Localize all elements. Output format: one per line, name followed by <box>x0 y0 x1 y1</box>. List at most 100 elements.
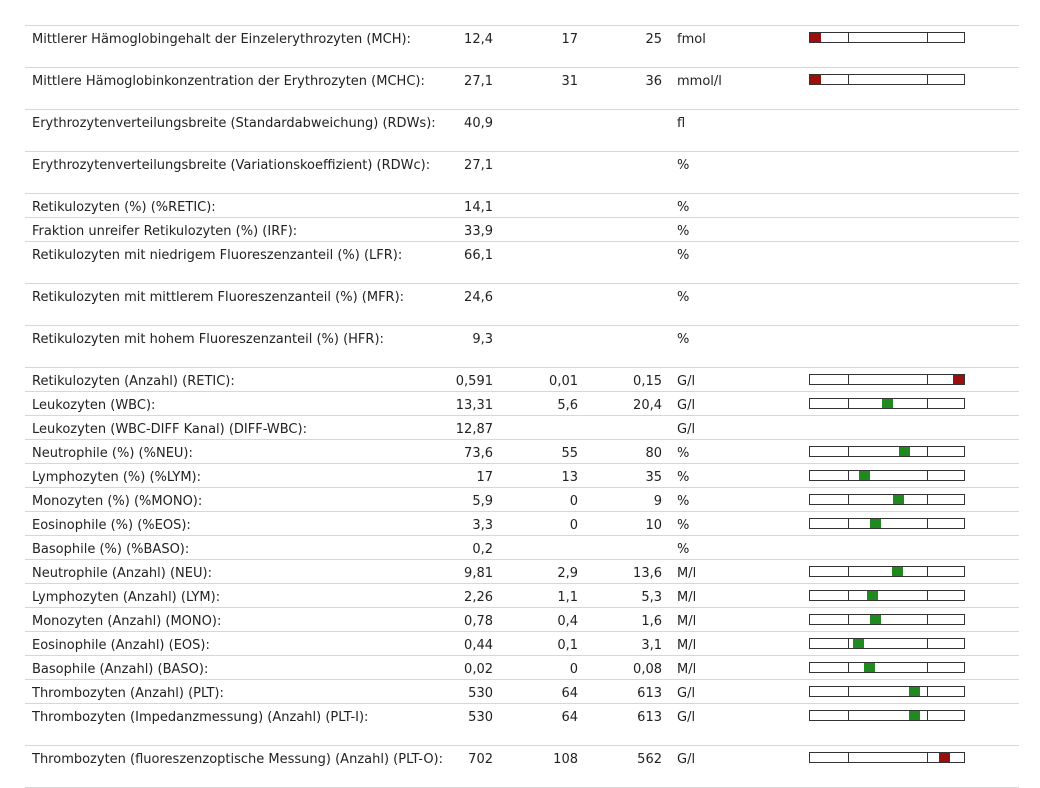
table-row: Basophile (%) (%BASO): 0,2% <box>25 535 1019 559</box>
range-tick <box>927 566 928 577</box>
range-tick <box>848 74 849 85</box>
analyte-name: Fraktion unreifer Retikulozyten (%) (IRF… <box>32 224 298 239</box>
table-row: Erythrozytenverteilungsbreite (Variation… <box>25 151 1019 193</box>
result-value: 17 <box>476 470 493 485</box>
analyte-name: Leukozyten (WBC): <box>32 398 156 413</box>
result-value: 24,6 <box>464 290 493 305</box>
value-marker <box>867 591 878 600</box>
unit: G/l <box>677 398 696 413</box>
value-marker <box>953 375 964 384</box>
analyte-name: Thrombozyten (Impedanzmessung) (Anzahl) … <box>32 710 369 725</box>
unit: fl <box>677 116 686 131</box>
analyte-name: Monozyten (%) (%MONO): <box>32 494 203 509</box>
reference-low: 0,01 <box>549 374 578 389</box>
value-marker <box>853 639 864 648</box>
table-row: Leukozyten (WBC-DIFF Kanal) (DIFF-WBC): 1… <box>25 415 1019 439</box>
range-tick <box>848 32 849 43</box>
unit: % <box>677 518 690 533</box>
analyte-name: Retikulozyten mit mittlerem Fluoreszenza… <box>32 290 405 305</box>
result-value: 0,02 <box>464 662 493 677</box>
unit: M/l <box>677 590 697 605</box>
range-tick <box>927 752 928 763</box>
analyte-name: Mittlere Hämoglobinkonzentration der Ery… <box>32 74 425 89</box>
table-row: Neutrophile (Anzahl) (NEU): 9,81 2,9 13,6 M/… <box>25 559 1019 583</box>
range-indicator-bar <box>809 446 965 457</box>
analyte-name: Basophile (%) (%BASO): <box>32 542 190 557</box>
unit: % <box>677 446 690 461</box>
table-row: Retikulozyten mit mittlerem Fluoreszenza… <box>25 283 1019 325</box>
range-tick <box>848 686 849 697</box>
result-value: 27,1 <box>464 158 493 173</box>
reference-low: 64 <box>561 686 578 701</box>
result-value: 27,1 <box>464 74 493 89</box>
reference-high: 0,08 <box>633 662 662 677</box>
result-value: 73,6 <box>464 446 493 461</box>
unit: % <box>677 224 690 239</box>
range-indicator-bar <box>809 74 965 85</box>
reference-high: 25 <box>645 32 662 47</box>
value-marker <box>810 75 821 84</box>
result-value: 530 <box>468 710 493 725</box>
table-row: Retikulozyten (Anzahl) (RETIC): 0,591 0,01… <box>25 367 1019 391</box>
value-marker <box>899 447 910 456</box>
value-marker <box>939 753 950 762</box>
result-value: 5,9 <box>472 494 493 509</box>
table-row: Monozyten (Anzahl) (MONO): 0,78 0,4 1,6 M/l <box>25 607 1019 631</box>
value-marker <box>870 615 881 624</box>
analyte-name: Eosinophile (%) (%EOS): <box>32 518 191 533</box>
value-marker <box>859 471 870 480</box>
reference-high: 10 <box>645 518 662 533</box>
reference-high: 36 <box>645 74 662 89</box>
value-marker <box>870 519 881 528</box>
value-marker <box>909 711 920 720</box>
range-tick <box>927 398 928 409</box>
range-tick <box>848 494 849 505</box>
reference-high: 13,6 <box>633 566 662 581</box>
result-value: 530 <box>468 686 493 701</box>
reference-low: 31 <box>561 74 578 89</box>
reference-low: 0,4 <box>557 614 578 629</box>
range-tick <box>848 614 849 625</box>
unit: G/l <box>677 710 696 725</box>
result-value: 40,9 <box>464 116 493 131</box>
range-tick <box>927 470 928 481</box>
reference-low: 108 <box>553 752 578 767</box>
range-tick <box>848 446 849 457</box>
reference-low: 0 <box>569 494 578 509</box>
range-tick <box>848 590 849 601</box>
reference-low: 0 <box>569 518 578 533</box>
table-row: Lymphozyten (%) (%LYM): 17 13 35% <box>25 463 1019 487</box>
range-tick <box>927 638 928 649</box>
value-marker <box>864 663 875 672</box>
range-tick <box>848 566 849 577</box>
range-tick <box>927 32 928 43</box>
reference-high: 562 <box>637 752 662 767</box>
range-tick <box>848 398 849 409</box>
range-indicator-bar <box>809 614 965 625</box>
reference-low: 64 <box>561 710 578 725</box>
range-tick <box>927 518 928 529</box>
reference-low: 0 <box>569 662 578 677</box>
reference-high: 9 <box>653 494 662 509</box>
analyte-name: Leukozyten (WBC-DIFF Kanal) (DIFF-WBC): <box>32 422 307 437</box>
reference-low: 17 <box>561 32 578 47</box>
reference-high: 0,15 <box>633 374 662 389</box>
range-tick <box>848 662 849 673</box>
range-tick <box>927 590 928 601</box>
result-value: 13,31 <box>455 398 493 413</box>
range-tick <box>927 614 928 625</box>
reference-high: 80 <box>645 446 662 461</box>
table-row: Neutrophile (%) (%NEU): 73,6 55 80% <box>25 439 1019 463</box>
reference-low: 0,1 <box>557 638 578 653</box>
table-row: Leukozyten (WBC): 13,31 5,6 20,4 G/l <box>25 391 1019 415</box>
unit: % <box>677 470 690 485</box>
range-indicator-bar <box>809 470 965 481</box>
table-row: Retikulozyten mit hohem Fluoreszenzantei… <box>25 325 1019 367</box>
result-value: 14,1 <box>464 200 493 215</box>
value-marker <box>893 495 904 504</box>
range-indicator-bar <box>809 566 965 577</box>
range-tick <box>848 710 849 721</box>
range-tick <box>927 662 928 673</box>
value-marker <box>909 687 920 696</box>
table-row: Thrombozyten (Impedanzmessung) (Anzahl) … <box>25 703 1019 745</box>
